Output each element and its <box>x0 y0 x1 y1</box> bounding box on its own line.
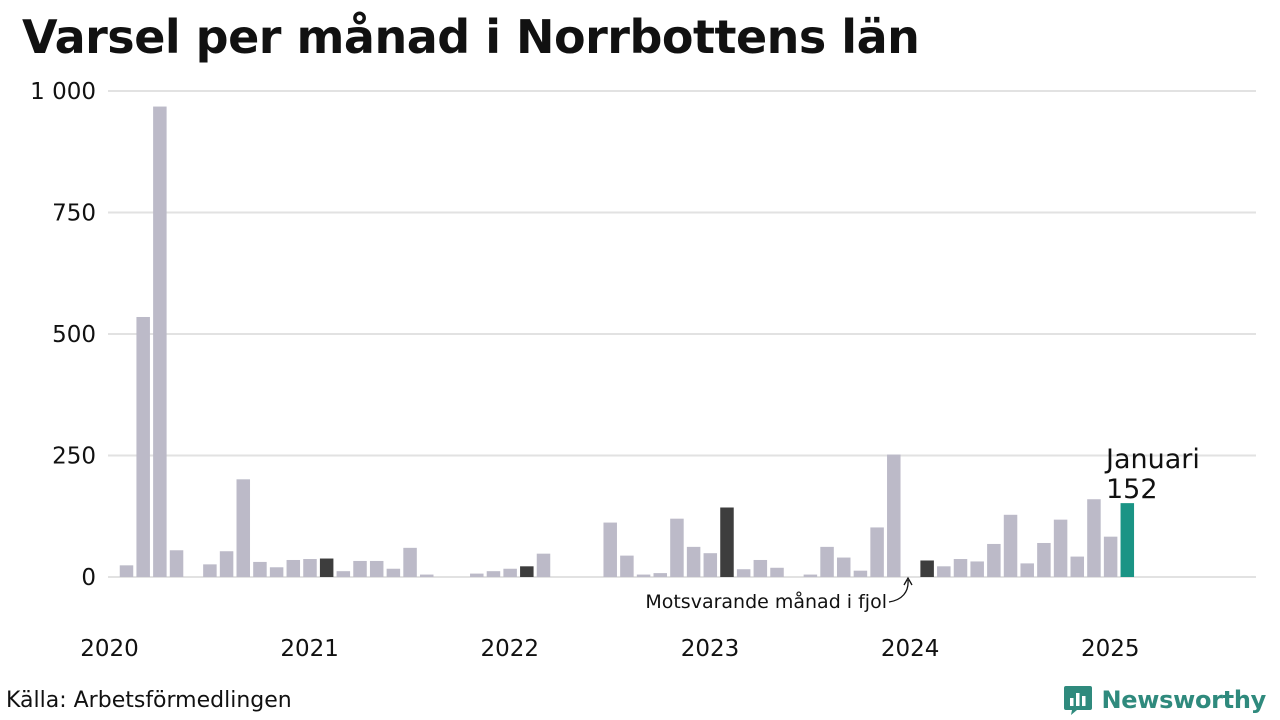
bars <box>119 106 1135 578</box>
annotations: Januari 152 Motsvarande månad i fjol <box>645 444 1200 613</box>
bar <box>419 574 434 577</box>
bar <box>1103 536 1118 577</box>
bar <box>1087 499 1101 577</box>
chart-title: Varsel per månad i Norrbottens län <box>22 10 920 64</box>
bar <box>870 527 884 577</box>
y-axis-tick-labels: 0 250 500 750 1 000 <box>30 79 96 591</box>
bar <box>1053 519 1068 577</box>
bar <box>937 566 951 577</box>
bar-same-month-previous-year <box>920 560 934 577</box>
x-axis-tick-labels: 2020 2021 2022 2023 2024 2025 <box>80 636 1139 662</box>
bar <box>336 571 351 577</box>
bar <box>1070 556 1085 577</box>
bar <box>770 567 784 577</box>
bar <box>1003 514 1018 577</box>
bar-same-month-previous-year <box>520 566 534 577</box>
bar <box>853 570 868 577</box>
y-tick-label: 750 <box>52 201 96 227</box>
bar <box>169 550 184 577</box>
bar <box>353 560 367 577</box>
y-tick-label: 250 <box>52 444 96 470</box>
bar <box>703 553 718 577</box>
bar <box>970 561 984 577</box>
bar <box>686 546 701 577</box>
bar <box>603 522 617 577</box>
bar-chart-bubble-icon <box>1064 686 1093 715</box>
x-tick-label: 2025 <box>1081 636 1140 662</box>
current-month-label: Januari <box>1104 444 1200 475</box>
annotation-arrow-icon <box>888 579 909 603</box>
x-tick-label: 2021 <box>280 636 339 662</box>
bar <box>736 569 751 577</box>
bar <box>286 559 301 577</box>
bar <box>1037 542 1051 577</box>
bar <box>386 568 401 577</box>
y-tick-label: 500 <box>52 322 96 348</box>
bar <box>253 561 267 577</box>
bar <box>119 565 134 577</box>
bar <box>236 479 251 577</box>
brand-name: Newsworthy <box>1101 686 1266 714</box>
bar-same-month-previous-year <box>720 507 734 577</box>
x-tick-label: 2024 <box>881 636 940 662</box>
bar <box>953 559 968 577</box>
x-tick-label: 2022 <box>481 636 540 662</box>
bar <box>620 555 634 577</box>
bar <box>303 559 317 577</box>
bar-current-month <box>1120 503 1135 577</box>
bar <box>486 571 501 577</box>
bar <box>887 454 901 577</box>
bar <box>536 553 551 577</box>
current-value-label: 152 <box>1106 474 1158 505</box>
y-tick-label: 1 000 <box>30 79 96 105</box>
bar <box>636 574 651 577</box>
bar <box>987 543 1001 577</box>
bar <box>369 560 384 577</box>
bar <box>269 567 284 577</box>
bar <box>503 568 517 577</box>
bar <box>820 546 834 577</box>
grid-lines <box>108 90 1256 578</box>
bar <box>670 518 684 577</box>
bar <box>653 573 668 577</box>
bar <box>203 564 217 577</box>
bar <box>219 551 234 577</box>
bar <box>136 316 150 577</box>
y-tick-label: 0 <box>81 565 96 591</box>
brand-logo: Newsworthy <box>1063 684 1266 716</box>
source-note: Källa: Arbetsförmedlingen <box>6 688 292 713</box>
bar <box>470 573 484 577</box>
x-tick-label: 2023 <box>681 636 740 662</box>
annotation-arrowhead-icon <box>903 576 913 586</box>
previous-month-annotation: Motsvarande månad i fjol <box>645 590 887 613</box>
bar <box>153 106 167 578</box>
bar <box>403 547 417 577</box>
x-tick-label: 2020 <box>80 636 139 662</box>
bar <box>753 559 768 577</box>
bar <box>836 557 851 577</box>
bar-same-month-previous-year <box>319 558 334 577</box>
bar <box>803 574 818 577</box>
bar <box>1020 563 1034 577</box>
